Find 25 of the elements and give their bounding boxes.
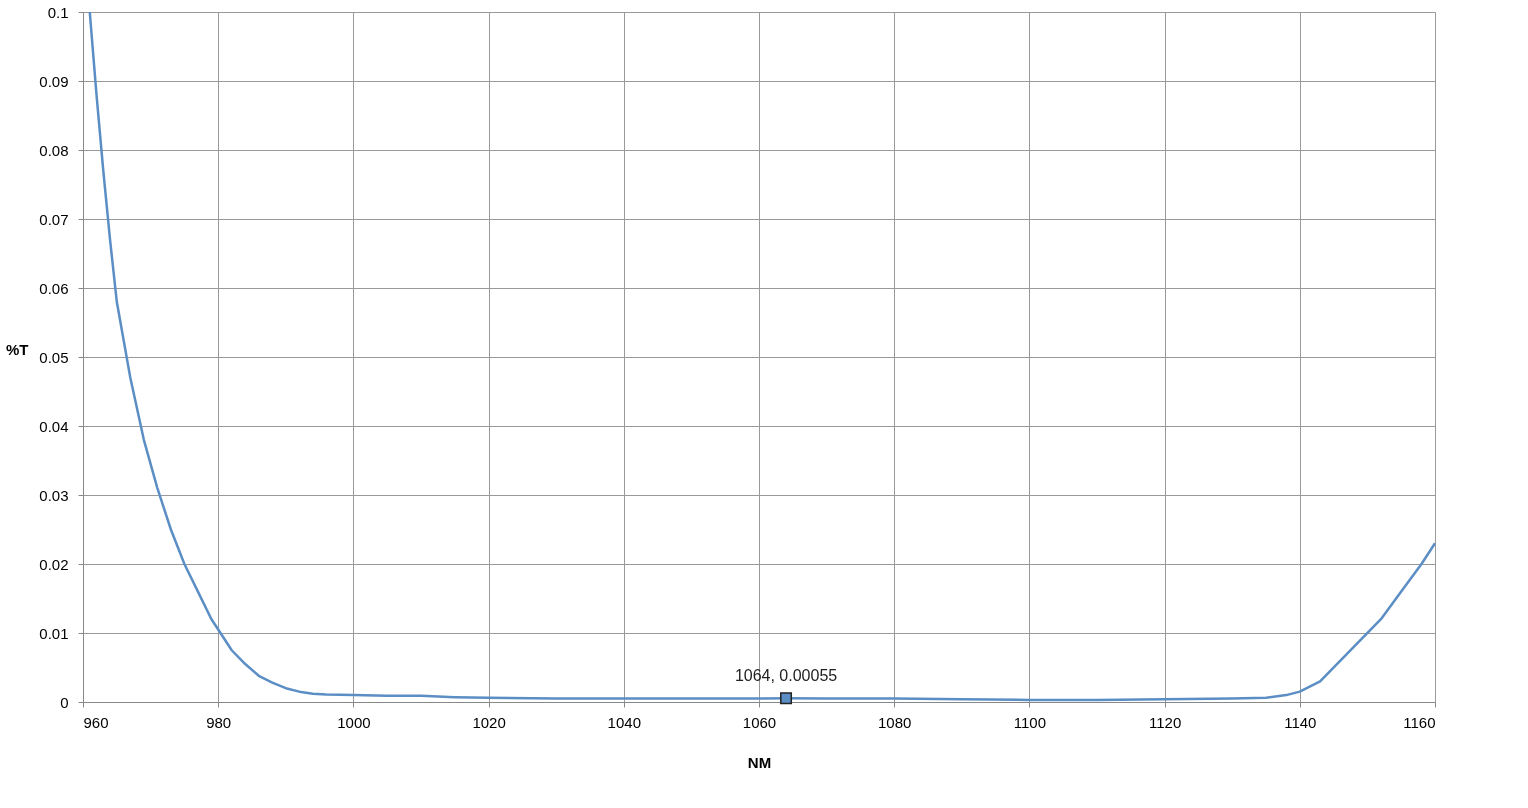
annotation: 1064, 0.00055 xyxy=(734,667,838,685)
x-tick-label: 1120 xyxy=(1148,713,1182,731)
y-tick-label: 0.07 xyxy=(39,210,69,228)
x-tick-label: 1000 xyxy=(337,713,371,731)
y-tick-label: 0.06 xyxy=(39,279,69,297)
x-tick-label: 1080 xyxy=(878,713,912,731)
y-tick-label: 0.1 xyxy=(47,3,69,21)
x-tick-label: 1140 xyxy=(1284,713,1317,731)
x-tick-label: 1040 xyxy=(607,713,641,731)
y-tick-label: 0.05 xyxy=(39,348,69,366)
x-tick-label: 960 xyxy=(83,713,109,731)
y-tick-label: 0.02 xyxy=(39,555,69,573)
x-tick-label: 1100 xyxy=(1013,713,1047,731)
x-tick-label: 1020 xyxy=(472,713,506,731)
y-tick-label: 0.04 xyxy=(39,417,69,435)
y-tick-label: 0.01 xyxy=(39,624,69,642)
y-tick-label: 0.09 xyxy=(39,72,69,90)
y-tick-label: 0.03 xyxy=(39,486,69,504)
y-tick-label: 0 xyxy=(60,693,69,711)
y-tick-label: 0.08 xyxy=(39,141,69,159)
x-tick-label: 1160 xyxy=(1403,713,1436,731)
x-tick-label: 980 xyxy=(206,713,232,731)
x-axis-title: NM xyxy=(747,753,772,771)
x-tick-label: 1060 xyxy=(742,713,777,731)
y-axis-title: %T xyxy=(6,340,29,358)
